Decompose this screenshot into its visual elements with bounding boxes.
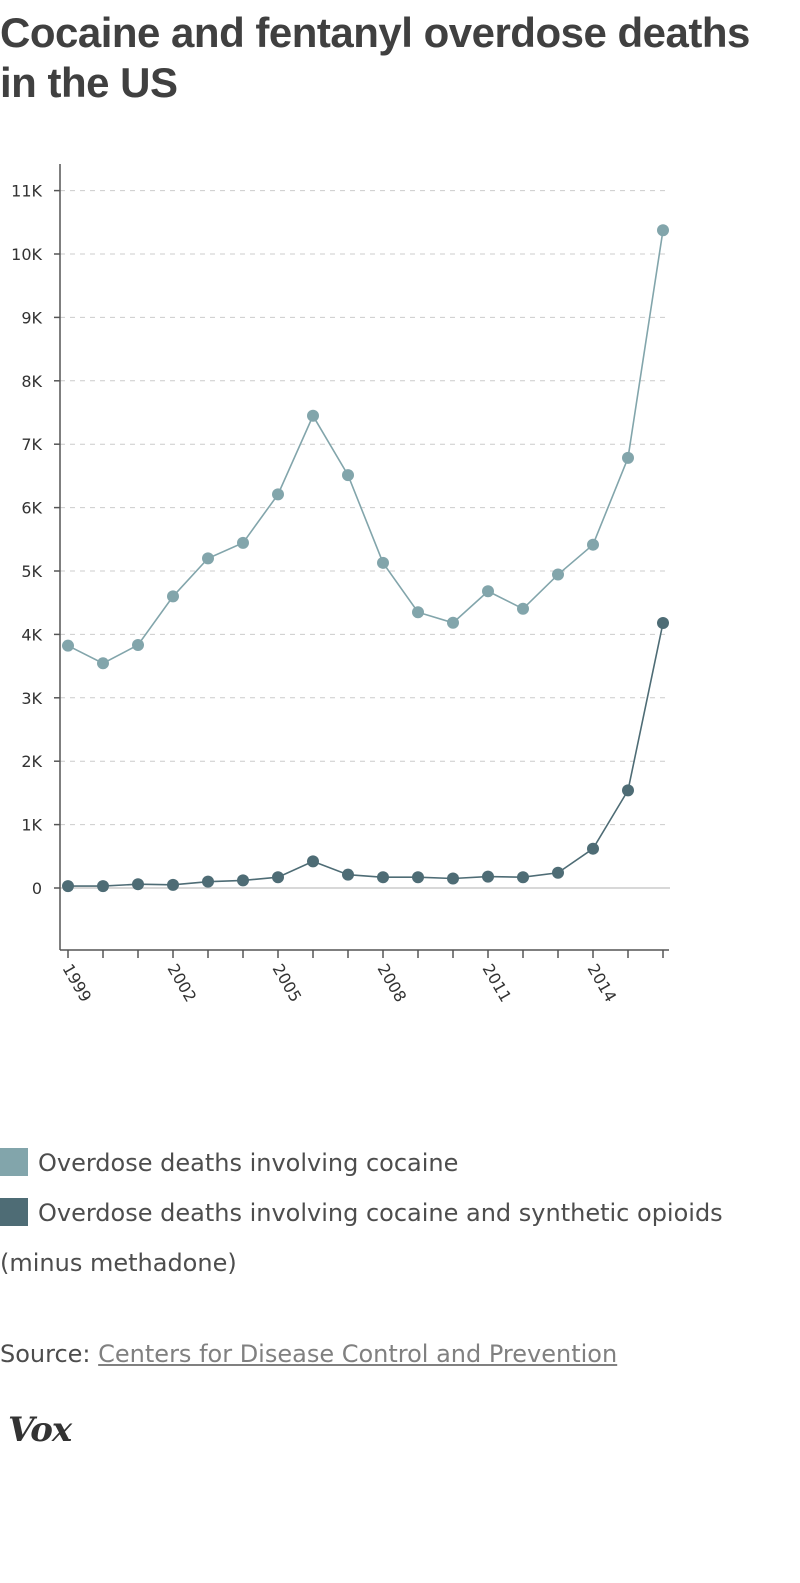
legend: Overdose deaths involving cocaine Overdo… (0, 1138, 800, 1288)
data-point (412, 606, 424, 619)
y-tick-label: 11K (11, 182, 42, 201)
data-point (447, 616, 459, 629)
grid-lines (60, 190, 670, 889)
legend-item-cocaine-synthetic-opioids: Overdose deaths involving cocaine and sy… (0, 1188, 800, 1288)
chart-title: Cocaine and fentanyl overdose deaths in … (0, 9, 750, 106)
series-group (62, 224, 669, 893)
source-link[interactable]: Centers for Disease Control and Preventi… (98, 1340, 618, 1368)
data-point (167, 878, 179, 891)
data-point (377, 556, 389, 569)
data-point (202, 875, 214, 888)
series-0 (62, 224, 669, 670)
y-tick-label: 7K (21, 435, 42, 454)
data-point (132, 878, 144, 891)
source-prefix: Source: (0, 1340, 99, 1368)
series-line (67, 230, 664, 665)
data-point (482, 585, 494, 598)
data-point (377, 871, 389, 884)
series-line (68, 622, 664, 887)
data-point (132, 638, 144, 651)
legend-label-cocaine-synthetic-opioids: Overdose deaths involving cocaine and sy… (0, 1199, 723, 1277)
data-point (97, 657, 109, 670)
data-point (237, 536, 249, 549)
data-point (167, 590, 179, 603)
source-line: Source: Centers for Disease Control and … (0, 1340, 617, 1368)
vox-logo: Vox (8, 1410, 72, 1450)
x-tick-label: 2011 (479, 961, 516, 1006)
x-tick-label: 2014 (584, 961, 621, 1006)
data-point (552, 568, 564, 581)
data-point (62, 639, 74, 652)
y-tick-label: 2K (21, 752, 42, 771)
data-point (587, 842, 599, 855)
data-point (307, 855, 319, 868)
y-tick-label: 6K (21, 499, 42, 518)
data-point (342, 868, 354, 881)
x-tick-label: 1999 (59, 961, 96, 1006)
x-tick-label: 2008 (374, 961, 411, 1006)
y-tick-label: 9K (21, 308, 42, 327)
y-tick-label: 5K (21, 562, 42, 581)
data-point (587, 538, 599, 551)
data-point (272, 871, 284, 884)
data-point (552, 866, 564, 879)
legend-swatch-cocaine-synthetic-opioids (0, 1198, 28, 1226)
legend-item-cocaine: Overdose deaths involving cocaine (0, 1138, 800, 1188)
legend-label-cocaine: Overdose deaths involving cocaine (38, 1149, 459, 1177)
data-point (307, 409, 319, 422)
y-tick-label: 4K (21, 625, 42, 644)
data-point (62, 880, 74, 893)
series-1 (62, 616, 669, 893)
data-point (202, 552, 214, 565)
x-tick-label: 2005 (269, 961, 306, 1006)
data-point (237, 874, 249, 887)
axes (59, 164, 669, 951)
data-point (657, 616, 669, 629)
y-axis-ticks: 0 1K 2K 3K 4K 5K 6K 7K 8K 9K 10K 11K (11, 182, 60, 898)
data-point (272, 488, 284, 501)
data-point (622, 451, 634, 464)
data-point (517, 871, 529, 884)
y-tick-label: 1K (21, 816, 42, 835)
legend-swatch-cocaine (0, 1148, 28, 1176)
x-axis-ticks: 1999 2002 2005 2008 2011 2014 (59, 950, 664, 1006)
y-tick-label: 8K (21, 372, 42, 391)
data-point (622, 784, 634, 797)
data-point (342, 469, 354, 482)
y-tick-label: 3K (21, 689, 42, 708)
y-tick-label: 0 (32, 879, 42, 898)
data-point (657, 224, 669, 237)
y-tick-label: 10K (11, 245, 42, 264)
data-point (97, 880, 109, 893)
x-tick-label: 2002 (164, 961, 201, 1006)
data-point (517, 602, 529, 615)
data-point (482, 870, 494, 883)
data-point (412, 871, 424, 884)
line-chart: 0 1K 2K 3K 4K 5K 6K 7K 8K 9K 10K 11K 1999 2002 2005 20… (11, 164, 670, 1006)
data-point (447, 872, 459, 885)
